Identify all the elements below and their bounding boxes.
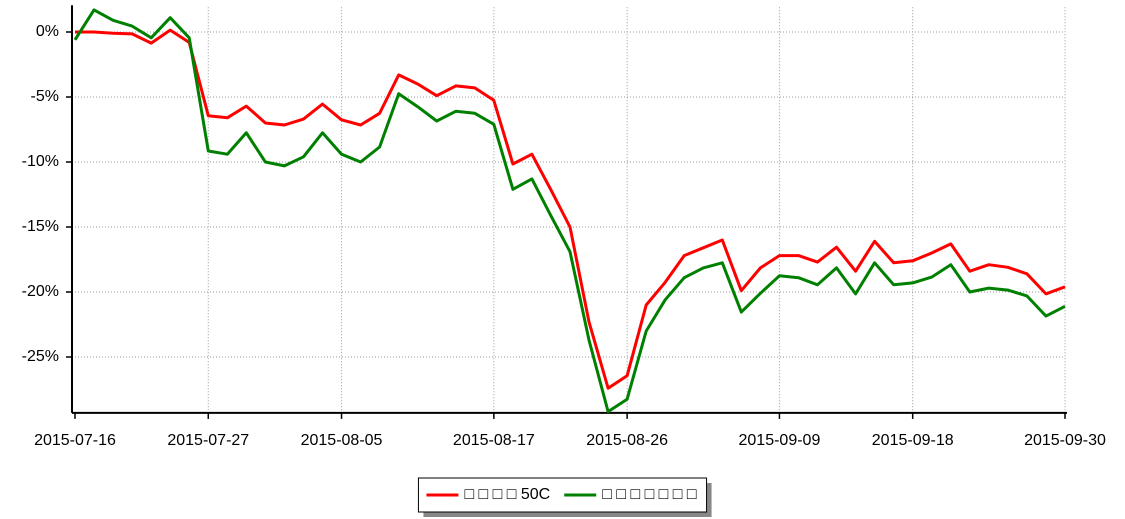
x-tick-label: 2015-08-05 <box>301 432 383 449</box>
y-tick-label: -25% <box>22 348 59 365</box>
legend: □ □ □ □ 50C □ □ □ □ □ □ □ <box>417 477 712 517</box>
x-tick-label: 2015-08-17 <box>453 432 535 449</box>
legend-label: □ □ □ □ 50C <box>464 486 550 503</box>
x-tick-label: 2015-09-30 <box>1024 432 1106 449</box>
x-tick-label: 2015-07-16 <box>34 432 116 449</box>
x-tick-label: 2015-09-09 <box>739 432 821 449</box>
legend-label: □ □ □ □ □ □ □ <box>602 486 697 503</box>
y-tick-label: -10% <box>22 153 59 170</box>
x-tick-label: 2015-07-27 <box>167 432 249 449</box>
series-line <box>75 28 1066 390</box>
x-tick-label: 2015-08-26 <box>586 432 668 449</box>
y-tick-label: -15% <box>22 218 59 235</box>
x-tick-label: 2015-09-18 <box>872 432 954 449</box>
y-tick-label: -5% <box>31 88 59 105</box>
y-tick-label: -20% <box>22 283 59 300</box>
series-line <box>73 8 1066 414</box>
legend-box <box>417 477 708 513</box>
y-tick-label: 0% <box>36 23 59 40</box>
